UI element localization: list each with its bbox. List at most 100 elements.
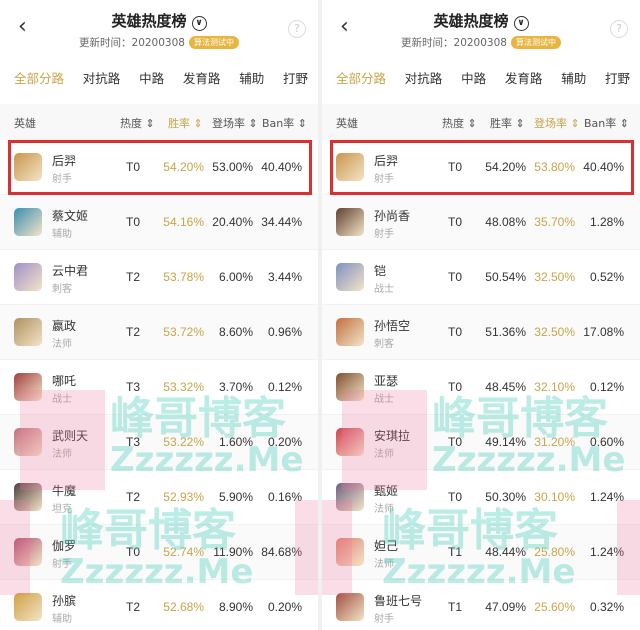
back-button[interactable]: ‹: [340, 14, 349, 39]
hero-tier: T0: [447, 325, 462, 339]
table-row[interactable]: 武则天 法师 T3 53.22% 1.60% 0.20%: [0, 415, 318, 470]
tab-support[interactable]: 辅助: [561, 71, 587, 86]
col-appear[interactable]: 登场率 ⇕: [534, 117, 580, 130]
back-button[interactable]: ‹: [18, 14, 27, 39]
tab-top[interactable]: 对抗路: [82, 71, 121, 86]
table-row[interactable]: 牛魔 坦克 T2 52.93% 5.90% 0.16%: [0, 470, 318, 525]
tab-jungle[interactable]: 打野: [604, 71, 630, 86]
hero-name: 鲁班七号: [374, 594, 423, 608]
hero-role: 刺客: [52, 284, 72, 295]
hero-tier: T2: [125, 600, 140, 614]
tab-support[interactable]: 辅助: [239, 71, 265, 86]
table-row[interactable]: 蔡文姬 辅助 T0 54.16% 20.40% 34.44%: [0, 195, 318, 250]
hero-role: 战士: [52, 394, 72, 405]
highlight-box: [330, 140, 634, 195]
col-win-label: 胜率: [490, 117, 512, 130]
lane-tabs: 全部分路 对抗路 中路 发育路 辅助 打野: [322, 68, 640, 90]
col-appear[interactable]: 登场率 ⇕: [212, 117, 258, 130]
appear-rate: 30.10%: [534, 490, 575, 504]
table-header: 英雄 热度 ⇕ 胜率 ⇕ 登场率 ⇕ Ban率 ⇕: [0, 104, 318, 140]
hero-tier: T3: [125, 380, 140, 394]
hero-avatar: [14, 263, 42, 291]
col-win[interactable]: 胜率 ⇕: [168, 117, 203, 130]
hero-name: 孙悟空: [374, 319, 411, 333]
chevron-down-icon[interactable]: ∨: [191, 16, 207, 31]
hero-avatar: [14, 428, 42, 456]
chevron-down-icon[interactable]: ∨: [513, 16, 529, 31]
tab-top[interactable]: 对抗路: [404, 71, 443, 86]
hero-tier: T2: [125, 490, 140, 504]
appear-rate: 20.40%: [212, 215, 253, 229]
tab-jungle[interactable]: 打野: [282, 71, 308, 86]
ban-rate: 0.96%: [267, 325, 302, 339]
table-row[interactable]: 嬴政 法师 T2 53.72% 8.60% 0.96%: [0, 305, 318, 360]
hero-tier: T1: [447, 545, 462, 559]
table-row[interactable]: 后羿 射手 T0 54.20% 53.00% 40.40%: [0, 140, 318, 195]
tab-adc[interactable]: 发育路: [182, 71, 221, 86]
win-rate: 52.68%: [163, 600, 204, 614]
help-icon[interactable]: ?: [610, 20, 628, 38]
hero-role: 法师: [374, 504, 394, 515]
tab-all[interactable]: 全部分路: [14, 71, 65, 86]
col-hero: 英雄: [14, 117, 36, 130]
help-icon[interactable]: ?: [288, 20, 306, 38]
appear-rate: 8.60%: [218, 325, 253, 339]
col-ban[interactable]: Ban率 ⇕: [262, 117, 307, 130]
table-row[interactable]: 哪吒 战士 T3 53.32% 3.70% 0.12%: [0, 360, 318, 415]
table-row[interactable]: 甄姬 法师 T0 50.30% 30.10% 1.24%: [322, 470, 640, 525]
table-row[interactable]: 亚瑟 战士 T0 48.45% 32.10% 0.12%: [322, 360, 640, 415]
table-row[interactable]: 鲁班七号 射手 T1 47.09% 25.60% 0.32%: [322, 580, 640, 630]
table-row[interactable]: 云中君 刺客 T2 53.78% 6.00% 3.44%: [0, 250, 318, 305]
hero-role: 战士: [374, 284, 394, 295]
ban-rate: 0.20%: [267, 600, 302, 614]
table-row[interactable]: 铠 战士 T0 50.54% 32.50% 0.52%: [322, 250, 640, 305]
appear-rate: 53.00%: [212, 160, 253, 174]
hero-avatar: [14, 593, 42, 621]
col-hot[interactable]: 热度 ⇕: [120, 117, 155, 130]
update-date: 20200308: [131, 37, 185, 49]
hero-tier: T0: [447, 380, 462, 394]
update-info: 更新时间：20200308 算法测试中: [322, 35, 640, 50]
hero-avatar: [336, 263, 364, 291]
tab-mid[interactable]: 中路: [461, 71, 487, 86]
appear-rate: 32.50%: [534, 325, 575, 339]
ban-rate: 17.08%: [583, 325, 624, 339]
hero-role: 射手: [52, 559, 72, 570]
title-text: 英雄热度榜: [111, 12, 187, 30]
tab-mid[interactable]: 中路: [139, 71, 165, 86]
ban-rate: 0.60%: [589, 435, 624, 449]
tab-adc[interactable]: 发育路: [504, 71, 543, 86]
tab-all[interactable]: 全部分路: [336, 71, 387, 86]
win-rate: 48.44%: [485, 545, 526, 559]
table-header: 英雄 热度 ⇕ 胜率 ⇕ 登场率 ⇕ Ban率 ⇕: [322, 104, 640, 140]
status-badge: 算法测试中: [188, 36, 239, 49]
hero-role: 射手: [374, 174, 394, 185]
hero-name: 蔡文姬: [52, 209, 89, 223]
table-row[interactable]: 孙膑 辅助 T2 52.68% 8.90% 0.20%: [0, 580, 318, 630]
win-rate: 53.32%: [163, 380, 204, 394]
update-label: 更新时间：: [401, 37, 454, 49]
appear-rate: 3.70%: [218, 380, 253, 394]
table-row[interactable]: 伽罗 射手 T0 52.74% 11.90% 84.68%: [0, 525, 318, 580]
table-row[interactable]: 孙悟空 刺客 T0 51.36% 32.50% 17.08%: [322, 305, 640, 360]
table-row[interactable]: 妲己 法师 T1 48.44% 25.80% 1.24%: [322, 525, 640, 580]
hero-tier: T0: [447, 490, 462, 504]
win-rate: 51.36%: [485, 325, 526, 339]
win-rate: 50.54%: [485, 270, 526, 284]
hero-role: 法师: [374, 449, 394, 460]
table-row[interactable]: 孙尚香 射手 T0 48.08% 35.70% 1.28%: [322, 195, 640, 250]
col-win[interactable]: 胜率 ⇕: [490, 117, 525, 130]
lane-tabs: 全部分路 对抗路 中路 发育路 辅助 打野: [0, 68, 318, 90]
table-row[interactable]: 安琪拉 法师 T0 49.14% 31.20% 0.60%: [322, 415, 640, 470]
appear-rate: 32.50%: [534, 270, 575, 284]
col-ban[interactable]: Ban率 ⇕: [584, 117, 629, 130]
hero-avatar: [336, 373, 364, 401]
hero-tier: T0: [447, 215, 462, 229]
hero-role: 射手: [374, 614, 394, 625]
ban-rate: 0.32%: [589, 600, 624, 614]
ban-rate: 1.24%: [589, 545, 624, 559]
col-hot[interactable]: 热度 ⇕: [442, 117, 477, 130]
hero-avatar: [336, 483, 364, 511]
hero-avatar: [14, 483, 42, 511]
hero-tier: T0: [447, 270, 462, 284]
